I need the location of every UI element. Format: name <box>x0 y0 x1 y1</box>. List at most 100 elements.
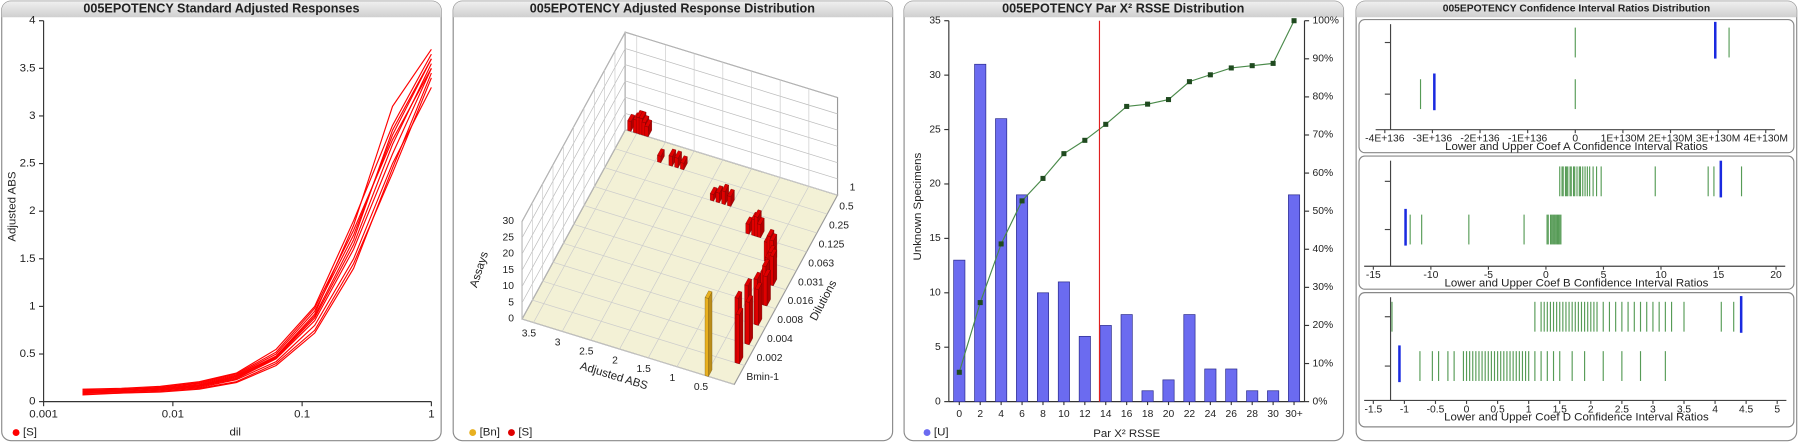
y-tick-label: 0 <box>29 396 35 408</box>
y-tick-label: 20 <box>929 179 941 190</box>
y-tick-label: 1 <box>29 300 35 312</box>
grid-line <box>573 126 787 291</box>
subplot-frame <box>1358 18 1795 154</box>
y2-tick-label: 90% <box>1313 54 1334 65</box>
x-tick-label: -15 <box>1366 270 1381 281</box>
y-tick-label: 4 <box>29 15 36 27</box>
x-tick-label: 3.5 <box>522 329 537 340</box>
bar <box>1120 314 1133 402</box>
y-tick-label: 2 <box>29 205 35 217</box>
x-tick-label: 4 <box>998 409 1004 420</box>
x-tick-label: 0 <box>1464 404 1470 415</box>
bar <box>1225 368 1238 402</box>
x-tick-label: 30 <box>1267 409 1279 420</box>
bar-face <box>735 307 744 316</box>
legend-marker <box>923 429 931 437</box>
x-tick-label: 3.5 <box>1677 404 1692 415</box>
bar-face <box>745 223 750 235</box>
y-tick-label: 0.5 <box>839 202 854 213</box>
legend-label: [U] <box>934 427 949 439</box>
line-marker <box>1291 18 1297 24</box>
bar-face <box>749 295 753 345</box>
bar-face <box>644 125 649 138</box>
bar <box>1246 390 1259 402</box>
grid-line <box>583 107 797 272</box>
line-marker <box>956 369 962 375</box>
y-tick-label: 0.004 <box>767 334 793 345</box>
line-marker <box>1124 103 1130 109</box>
bar <box>1141 390 1154 402</box>
data-line <box>82 53 432 390</box>
bar-face <box>754 288 759 326</box>
x-tick-label: 16 <box>1121 409 1133 420</box>
y-tick-label: 0.008 <box>777 315 803 326</box>
bar-face <box>627 120 632 132</box>
bar <box>769 248 778 287</box>
y-axis-label: Unknown Specimens <box>912 152 924 260</box>
line-marker <box>1061 151 1067 157</box>
bar-face <box>668 148 677 157</box>
line-marker <box>1270 60 1276 66</box>
y-tick-label: 25 <box>929 124 941 135</box>
bar-face <box>769 248 778 257</box>
x-tick-label: 4.5 <box>1739 404 1754 415</box>
grid-line <box>521 221 735 385</box>
y-tick-label: 35 <box>929 15 941 26</box>
x-tick-label: 2 <box>1588 404 1594 415</box>
x-tick-label: 22 <box>1184 409 1196 420</box>
y-tick-label: 30 <box>929 70 941 81</box>
x-tick-label: 0.5 <box>1490 404 1505 415</box>
x-tick-label: 0.01 <box>162 408 184 420</box>
y-tick-label: 3.5 <box>20 62 36 74</box>
y-tick-label: 2.5 <box>20 158 36 170</box>
bar <box>668 148 677 167</box>
panel: 005EPOTENCY Standard Adjusted Responses … <box>1 0 442 442</box>
bar <box>974 63 987 402</box>
z-tick-label: 30 <box>503 216 515 227</box>
bar-face <box>767 244 776 254</box>
chart-title: 005EPOTENCY Confidence Interval Ratios D… <box>1443 3 1710 14</box>
x-axis-label: Lower and Upper Coef A Confidence Interv… <box>1445 141 1708 153</box>
y-tick-label: 1 <box>850 183 856 194</box>
bar-face <box>627 113 635 122</box>
line-marker <box>977 300 983 306</box>
line-marker <box>1145 101 1151 107</box>
x-tick-label: 2E+130M <box>1648 134 1692 145</box>
bar-face <box>734 290 743 299</box>
x-tick-label: -10 <box>1423 270 1438 281</box>
y-tick-label: 0.125 <box>819 239 845 250</box>
legend-label: [S] <box>518 427 532 439</box>
bar-face <box>757 223 761 239</box>
y-tick-label: 0.5 <box>20 348 36 360</box>
x-tick-label: 0 <box>1572 134 1578 145</box>
y-tick-label: 3 <box>29 110 35 122</box>
subplot-frame <box>1358 155 1795 290</box>
bar-face <box>668 155 673 167</box>
y2-tick-label: 50% <box>1313 206 1334 217</box>
bar-face <box>715 185 724 194</box>
bar-face <box>754 281 763 290</box>
bar-face <box>727 188 735 197</box>
y-tick-label: 15 <box>929 233 941 244</box>
bar <box>680 155 688 171</box>
bar-face <box>657 148 665 157</box>
legend-label: [Bn] <box>480 427 500 439</box>
bar-face <box>753 271 762 280</box>
grid-line <box>624 32 838 196</box>
x-tick-label: 1 <box>669 373 675 384</box>
grid-line <box>614 51 828 215</box>
bar <box>1036 292 1049 402</box>
x-tick-label: 3 <box>555 338 561 349</box>
x-tick-label: 1E+130M <box>1601 134 1645 145</box>
bar-face <box>739 308 744 364</box>
y-tick-label: 0.031 <box>798 277 824 288</box>
x-tick-label: 6 <box>1019 409 1025 420</box>
bar <box>995 118 1008 402</box>
line-marker <box>1207 72 1213 78</box>
y2-tick-label: 70% <box>1313 130 1334 141</box>
z-tick-label: 5 <box>508 297 514 308</box>
subplot-frame <box>1358 292 1795 428</box>
bar-face <box>721 190 726 205</box>
bar <box>756 216 765 239</box>
bar-face <box>709 186 718 195</box>
